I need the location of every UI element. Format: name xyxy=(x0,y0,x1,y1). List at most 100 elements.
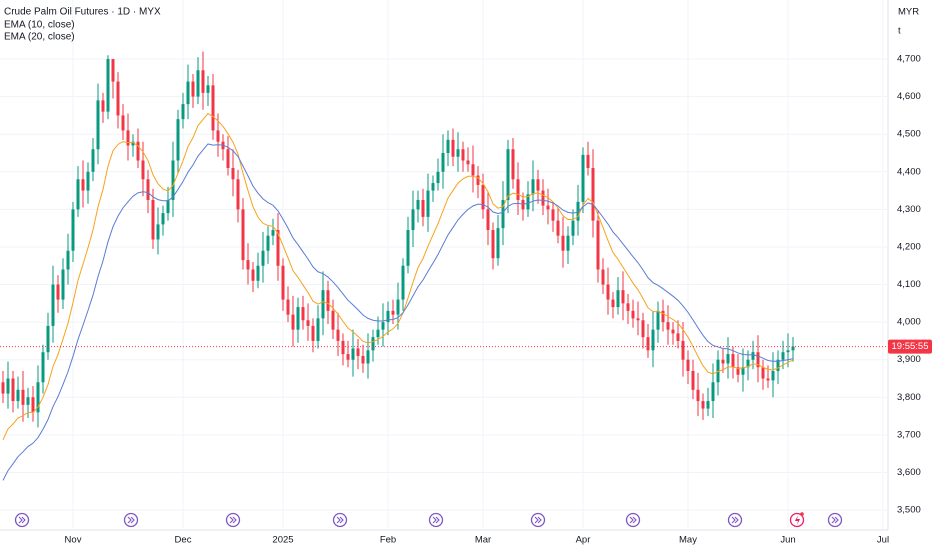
candle-body xyxy=(761,367,765,379)
candle-body xyxy=(426,190,430,217)
candle-body xyxy=(631,310,635,319)
candle-body xyxy=(581,154,585,202)
candle-body xyxy=(136,141,140,161)
y-tick-label: 4,300 xyxy=(897,204,921,215)
candle-body xyxy=(346,354,350,360)
candle-body xyxy=(686,359,690,371)
legend-entry: EMA (10, close) xyxy=(4,20,75,31)
candle-body xyxy=(551,209,555,221)
event-icon[interactable] xyxy=(225,512,241,528)
candle-body xyxy=(266,235,270,251)
candle-body xyxy=(506,149,510,200)
candle-body xyxy=(606,284,610,300)
event-icon[interactable] xyxy=(789,512,805,528)
candle-body xyxy=(576,201,580,221)
candle-body xyxy=(681,340,685,360)
candle-body xyxy=(666,322,670,330)
candle-body xyxy=(481,184,485,210)
candle-body xyxy=(116,81,120,116)
event-arrow xyxy=(18,516,26,524)
candle-body xyxy=(126,130,130,146)
candle-body xyxy=(636,318,640,321)
candle-body xyxy=(471,164,475,176)
candle-body xyxy=(186,81,190,105)
event-icon[interactable] xyxy=(428,512,444,528)
candle-body xyxy=(731,354,735,368)
event-icon[interactable] xyxy=(530,512,546,528)
candle-body xyxy=(541,190,545,206)
event-dot xyxy=(800,512,804,516)
candle-body xyxy=(151,199,155,240)
candle-body xyxy=(11,378,15,402)
candle-body xyxy=(231,168,235,180)
candle-body xyxy=(21,389,25,405)
candle-body xyxy=(701,401,705,409)
x-tick-label: May xyxy=(679,535,697,546)
candle-body xyxy=(206,85,210,93)
event-icon[interactable] xyxy=(727,512,743,528)
candle-body xyxy=(671,329,675,334)
x-tick-label: Jun xyxy=(780,535,795,546)
price-label: 19:55:55 xyxy=(892,341,929,352)
candle-body xyxy=(176,119,180,161)
candle-body xyxy=(586,154,590,169)
y-tick-label: 4,000 xyxy=(897,317,921,328)
y-tick-label: 4,500 xyxy=(897,129,921,140)
candle-body xyxy=(561,235,565,251)
candle-body xyxy=(521,199,525,210)
currency-label[interactable]: MYR xyxy=(898,7,919,18)
event-icon[interactable] xyxy=(332,512,348,528)
candle-body xyxy=(566,235,570,251)
candle-body xyxy=(111,59,115,82)
candle-body xyxy=(361,355,365,364)
candle-body xyxy=(251,269,255,281)
candle-body xyxy=(311,325,315,341)
candle-body xyxy=(26,397,30,405)
event-icon[interactable] xyxy=(625,512,641,528)
candle-body xyxy=(441,152,445,172)
candle-body xyxy=(651,329,655,351)
candle-body xyxy=(756,352,760,368)
candle-body xyxy=(1,382,5,394)
candle-body xyxy=(196,70,200,97)
candle-body xyxy=(751,352,755,360)
candle-body xyxy=(301,307,305,321)
candle-body xyxy=(591,168,595,221)
event-icon[interactable] xyxy=(123,512,139,528)
unit-label[interactable]: t xyxy=(898,26,901,37)
candle-body xyxy=(326,290,330,311)
y-tick-label: 4,700 xyxy=(897,54,921,65)
x-tick-label: 2025 xyxy=(272,535,293,546)
candle-body xyxy=(696,389,700,402)
candle-body xyxy=(736,367,740,375)
candle-body xyxy=(351,348,355,360)
candle-body xyxy=(456,149,460,157)
candle-body xyxy=(726,354,730,364)
candle-body xyxy=(51,284,55,326)
candle-body xyxy=(41,352,45,383)
candle-body xyxy=(91,149,95,172)
candle-body xyxy=(646,337,650,351)
x-tick-label: Dec xyxy=(175,535,192,546)
candle-body xyxy=(181,104,185,120)
candle-body xyxy=(321,290,325,319)
candle-body xyxy=(691,371,695,390)
candle-body xyxy=(131,141,135,146)
candle-body xyxy=(66,250,70,270)
candle-body xyxy=(261,250,265,266)
candle-body xyxy=(6,378,10,394)
y-tick-label: 4,600 xyxy=(897,91,921,102)
price-label-box xyxy=(888,339,932,354)
candle-body xyxy=(61,269,65,300)
candle-body xyxy=(106,59,110,112)
event-icon[interactable] xyxy=(827,512,843,528)
y-tick-label: 4,200 xyxy=(897,241,921,252)
candle-body xyxy=(476,175,480,185)
candle-body xyxy=(146,179,150,200)
ema-line xyxy=(2,143,794,481)
candle-body xyxy=(366,350,370,364)
event-icon[interactable] xyxy=(14,512,30,528)
candle-body xyxy=(596,220,600,270)
candle-body xyxy=(706,401,710,409)
